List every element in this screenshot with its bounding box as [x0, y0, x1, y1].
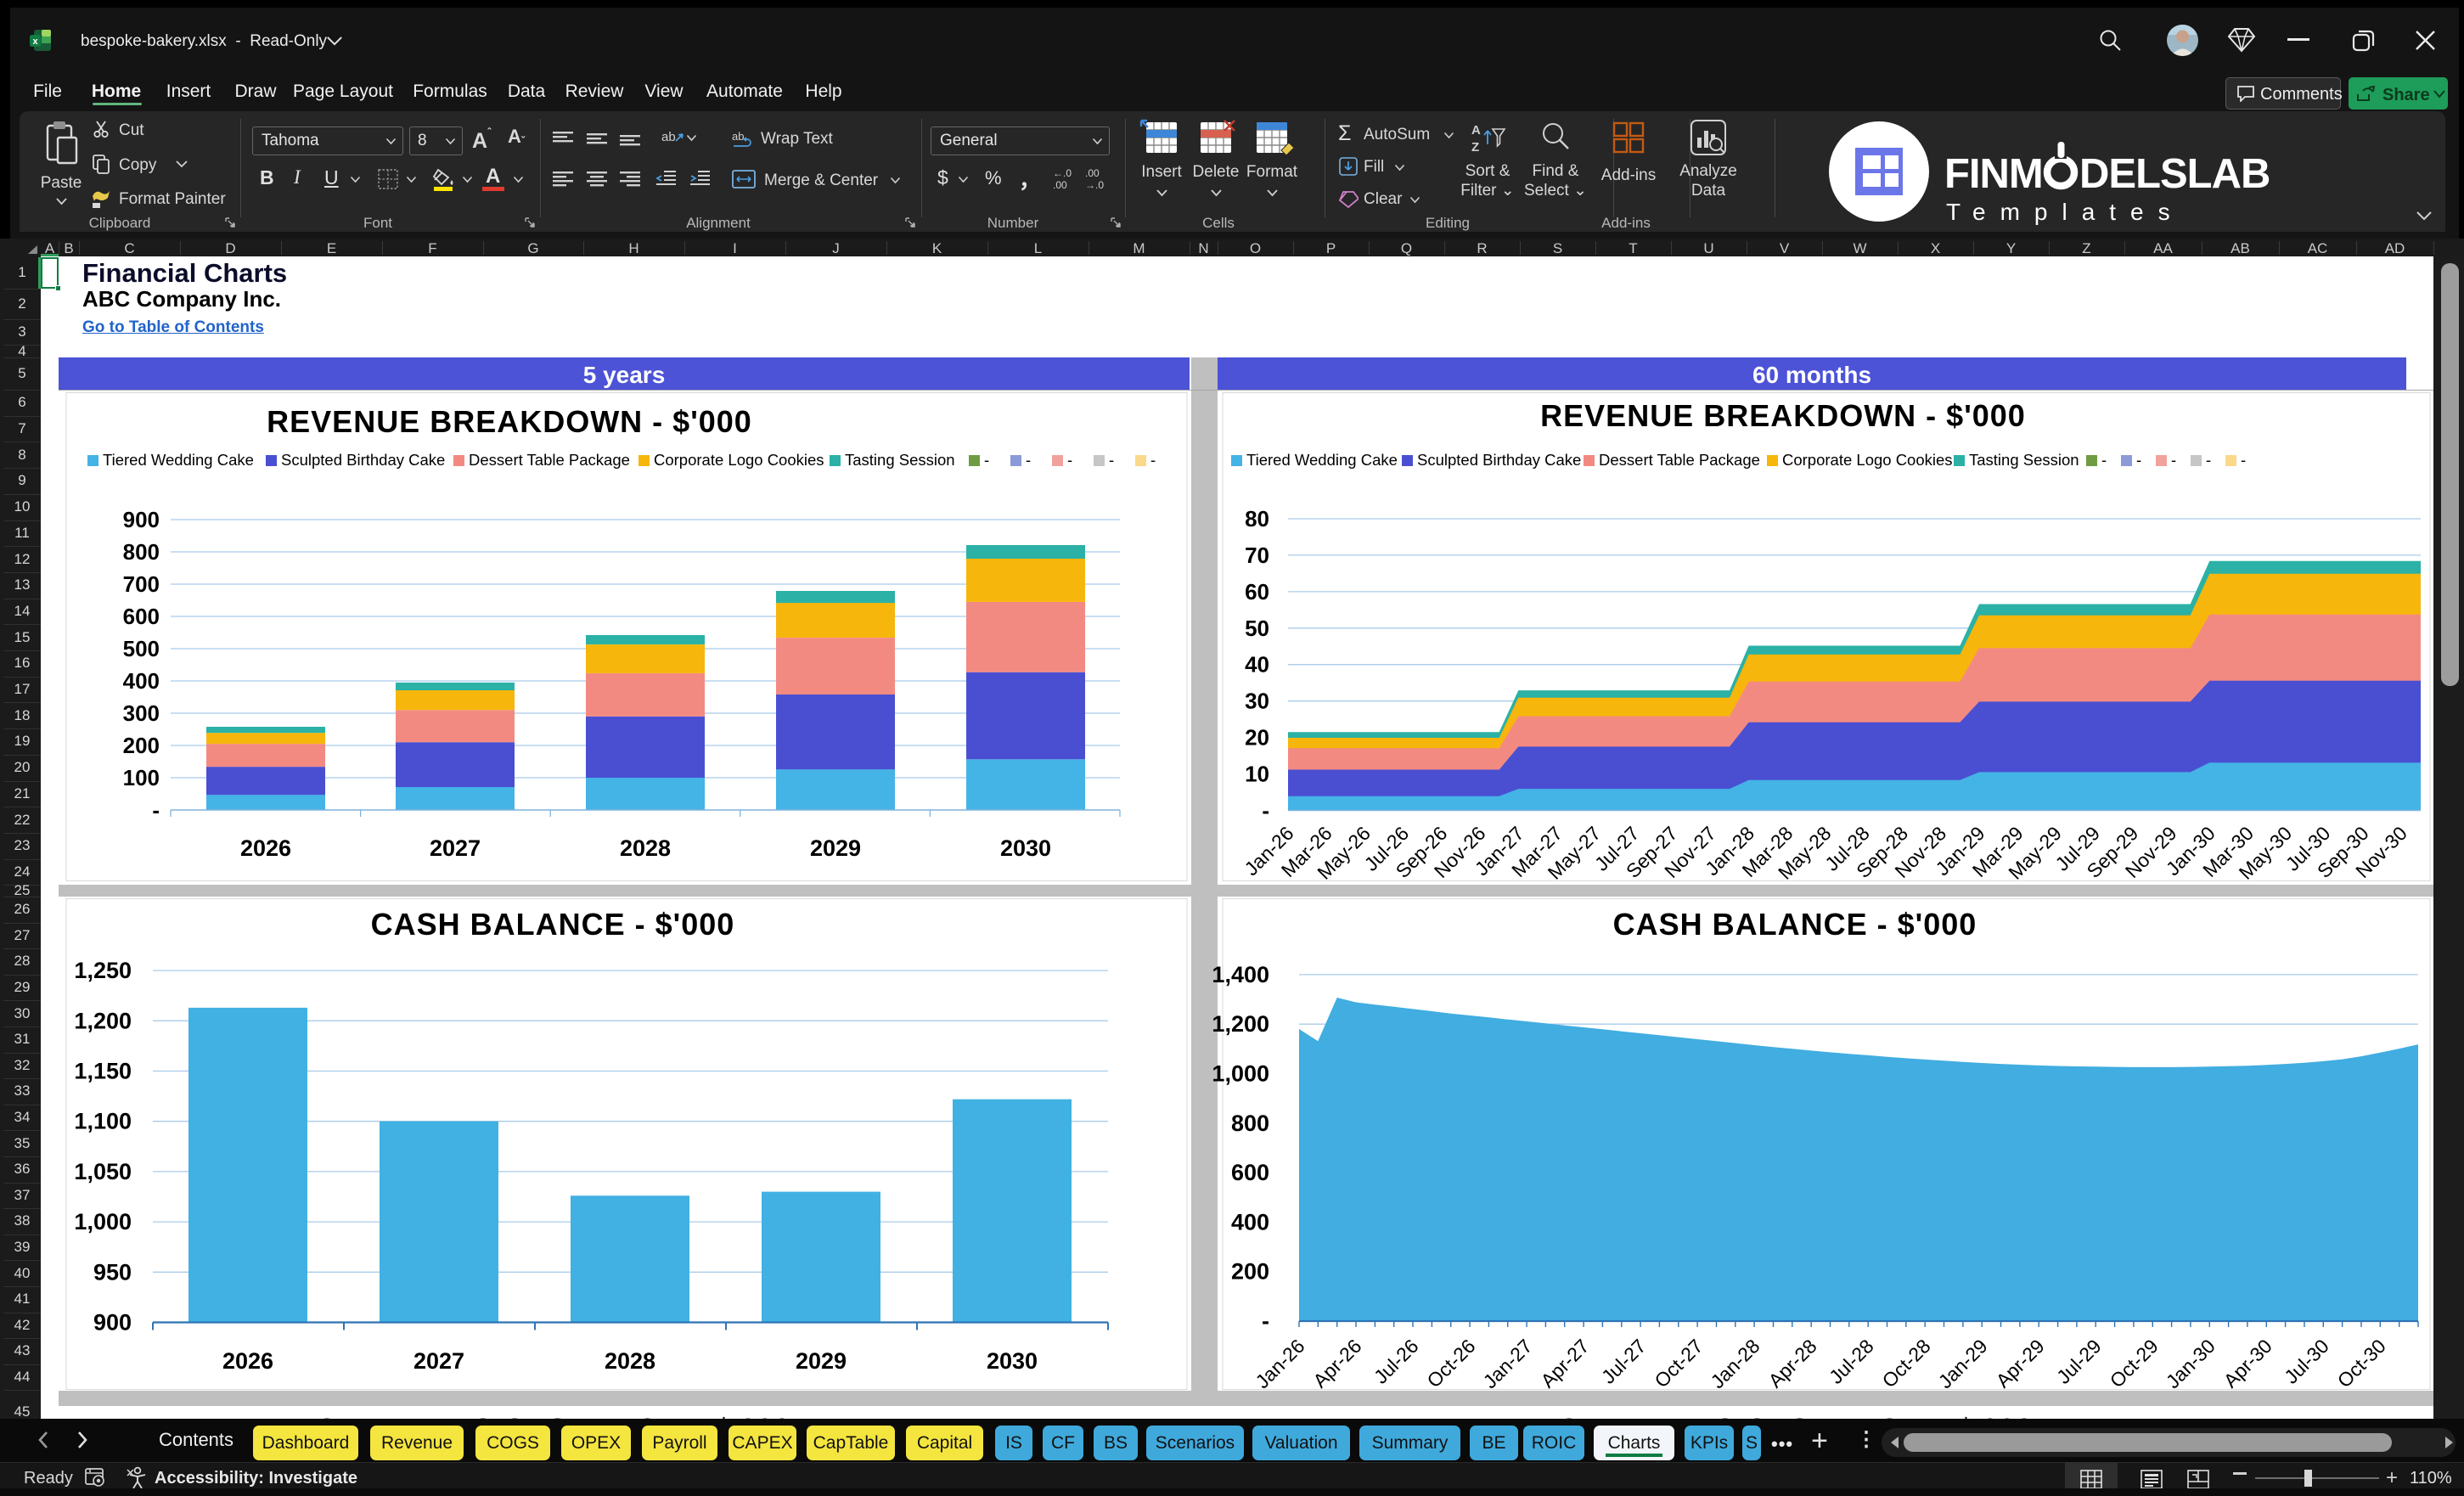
svg-text:900: 900: [93, 1310, 132, 1336]
svg-text:Tasting Session: Tasting Session: [1969, 451, 2079, 469]
svg-text:1,200: 1,200: [74, 1008, 132, 1033]
svg-text:.00: .00: [1085, 167, 1100, 179]
svg-text:1,000: 1,000: [74, 1209, 132, 1234]
svg-text:2026: 2026: [240, 835, 291, 861]
svg-text:800: 800: [123, 539, 160, 565]
svg-text:-: -: [2136, 451, 2141, 469]
svg-text:30: 30: [1245, 689, 1269, 714]
svg-text:CASH BALANCE - $'000: CASH BALANCE - $'000: [1613, 907, 1977, 942]
svg-text:20: 20: [1245, 725, 1269, 751]
svg-text:1,250: 1,250: [74, 958, 132, 983]
svg-text:→.0: →.0: [1085, 179, 1104, 190]
svg-text:500: 500: [123, 636, 160, 661]
svg-text:Tiered Wedding Cake: Tiered Wedding Cake: [103, 451, 254, 469]
svg-text:CASH BALANCE - $'000: CASH BALANCE - $'000: [371, 907, 735, 942]
svg-text:Templates: Templates: [1946, 199, 2185, 225]
svg-text:FINM: FINM: [1944, 151, 2043, 197]
svg-text:.00: .00: [1053, 179, 1067, 190]
svg-text:-: -: [984, 451, 989, 469]
svg-text:-: -: [1150, 451, 1156, 469]
svg-text:800: 800: [1231, 1111, 1269, 1136]
svg-text:600: 600: [123, 604, 160, 629]
svg-text:600: 600: [1231, 1160, 1269, 1185]
svg-text:70: 70: [1245, 543, 1269, 568]
svg-text:1,150: 1,150: [74, 1059, 132, 1084]
svg-text:Tiered Wedding Cake: Tiered Wedding Cake: [1246, 451, 1398, 469]
svg-text:REVENUE BREAKDOWN - $'000: REVENUE BREAKDOWN - $'000: [267, 404, 752, 439]
svg-text:2029: 2029: [796, 1348, 847, 1374]
svg-text:40: 40: [1245, 652, 1269, 678]
svg-text:ab: ab: [732, 130, 744, 143]
svg-text:1,100: 1,100: [74, 1109, 132, 1134]
svg-text:Sculpted Birthday Cake: Sculpted Birthday Cake: [281, 451, 445, 469]
svg-text:Dessert Table Package: Dessert Table Package: [1599, 451, 1760, 469]
svg-text:-: -: [2171, 451, 2176, 469]
svg-text:1,050: 1,050: [74, 1159, 132, 1184]
svg-text:-: -: [152, 797, 160, 823]
svg-text:2030: 2030: [1000, 835, 1051, 861]
svg-text:A: A: [1471, 123, 1481, 138]
svg-text:←.0: ←.0: [1053, 167, 1072, 179]
svg-text:2028: 2028: [620, 835, 671, 861]
svg-text:-: -: [2206, 451, 2211, 469]
svg-text:900: 900: [123, 507, 160, 532]
svg-text:-: -: [2241, 451, 2246, 469]
svg-text:-: -: [1026, 451, 1031, 469]
svg-text:ab: ab: [661, 130, 676, 144]
svg-text:Corporate Logo Cookies: Corporate Logo Cookies: [1782, 451, 1953, 469]
svg-text:Z: Z: [1471, 140, 1479, 155]
svg-text:2027: 2027: [430, 835, 481, 861]
svg-text:400: 400: [1231, 1209, 1269, 1234]
svg-text:REVENUE BREAKDOWN - $'000: REVENUE BREAKDOWN - $'000: [1540, 398, 2026, 433]
svg-text:2029: 2029: [810, 835, 861, 861]
svg-text:700: 700: [123, 571, 160, 597]
svg-text:1,200: 1,200: [1212, 1011, 1269, 1037]
svg-text:-: -: [1262, 798, 1269, 824]
svg-text:1,000: 1,000: [1212, 1061, 1269, 1087]
svg-text:Dessert Table Package: Dessert Table Package: [469, 451, 630, 469]
svg-text:2026: 2026: [222, 1348, 273, 1374]
svg-text:-: -: [1067, 451, 1072, 469]
svg-text:300: 300: [123, 700, 160, 726]
svg-text:950: 950: [93, 1259, 132, 1285]
svg-text:x: x: [32, 37, 38, 47]
svg-text:400: 400: [123, 668, 160, 694]
svg-text:2030: 2030: [987, 1348, 1038, 1374]
svg-text:DELSLAB: DELSLAB: [2079, 151, 2270, 197]
svg-text:1,400: 1,400: [1212, 962, 1269, 987]
svg-text:200: 200: [123, 733, 160, 758]
svg-text:60: 60: [1245, 579, 1269, 605]
svg-text:50: 50: [1245, 616, 1269, 641]
svg-text:Sculpted Birthday Cake: Sculpted Birthday Cake: [1417, 451, 1581, 469]
svg-text:-: -: [2101, 451, 2107, 469]
svg-text:Tasting Session: Tasting Session: [845, 451, 955, 469]
svg-text:Corporate Logo Cookies: Corporate Logo Cookies: [654, 451, 824, 469]
svg-text:2028: 2028: [605, 1348, 655, 1374]
svg-text:200: 200: [1231, 1259, 1269, 1285]
svg-text:-: -: [1262, 1308, 1269, 1334]
svg-text:-: -: [1109, 451, 1114, 469]
svg-text:10: 10: [1245, 762, 1269, 787]
svg-text:100: 100: [123, 765, 160, 790]
svg-text:80: 80: [1245, 506, 1269, 531]
svg-text:2027: 2027: [413, 1348, 464, 1374]
